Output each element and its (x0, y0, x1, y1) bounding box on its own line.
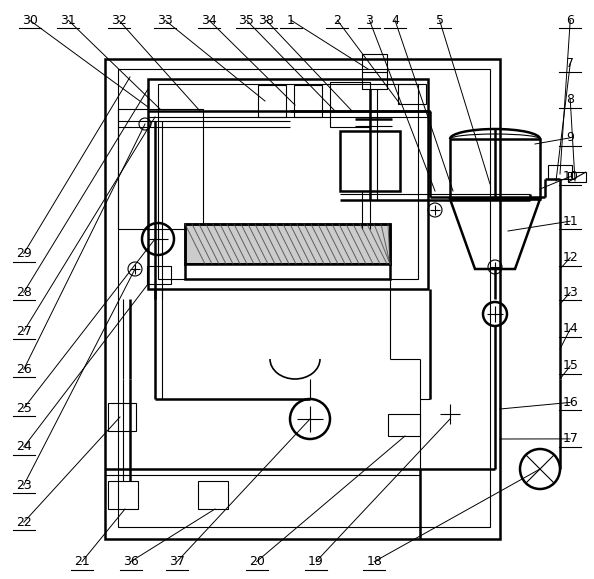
Bar (185, 224, 390, 264)
Text: 29: 29 (16, 247, 31, 260)
Text: 14: 14 (563, 323, 578, 335)
Text: 27: 27 (16, 325, 31, 338)
Text: 26: 26 (16, 363, 31, 376)
Text: 16: 16 (563, 396, 578, 409)
Text: 4: 4 (391, 14, 399, 27)
Text: 23: 23 (16, 479, 31, 492)
Bar (340, 131, 400, 191)
Text: 13: 13 (563, 286, 578, 299)
Text: 20: 20 (249, 555, 264, 568)
Bar (108, 481, 138, 509)
Text: 18: 18 (366, 555, 382, 568)
Text: 36: 36 (123, 555, 138, 568)
Text: 30: 30 (22, 14, 37, 27)
Text: 5: 5 (435, 14, 444, 27)
Text: 1: 1 (287, 14, 295, 27)
Bar (548, 165, 572, 179)
Text: 28: 28 (16, 286, 31, 299)
Text: 7: 7 (566, 57, 574, 70)
Text: 6: 6 (566, 14, 574, 27)
Bar (185, 264, 390, 279)
Bar (450, 139, 540, 199)
Text: 8: 8 (566, 93, 574, 106)
Text: 35: 35 (239, 14, 254, 27)
Bar (388, 414, 420, 436)
Text: 31: 31 (61, 14, 76, 27)
Bar (108, 403, 136, 431)
Text: 32: 32 (111, 14, 127, 27)
Text: 19: 19 (308, 555, 324, 568)
Bar (148, 79, 428, 289)
Text: 2: 2 (333, 14, 342, 27)
Bar (118, 69, 490, 527)
Text: 12: 12 (563, 251, 578, 264)
Text: 33: 33 (157, 14, 173, 27)
Text: 37: 37 (169, 555, 185, 568)
Text: 9: 9 (566, 131, 574, 144)
Bar (330, 82, 370, 127)
Text: 3: 3 (365, 14, 374, 27)
Bar (185, 224, 390, 264)
Bar (105, 59, 500, 539)
Text: 15: 15 (563, 360, 578, 372)
Bar (147, 266, 171, 284)
Bar (398, 84, 426, 104)
Bar (568, 172, 586, 182)
Text: 38: 38 (258, 14, 274, 27)
Text: 21: 21 (74, 555, 90, 568)
Bar (118, 109, 203, 229)
Text: 11: 11 (563, 215, 578, 228)
Text: 34: 34 (201, 14, 217, 27)
Bar (198, 481, 228, 509)
Text: 22: 22 (16, 516, 31, 529)
Text: 10: 10 (563, 170, 578, 183)
Bar (362, 54, 387, 89)
Text: 17: 17 (563, 433, 578, 445)
Bar (258, 85, 286, 117)
Bar (294, 85, 322, 117)
Text: 25: 25 (16, 402, 31, 415)
Bar (158, 84, 418, 279)
Text: 24: 24 (16, 441, 31, 453)
